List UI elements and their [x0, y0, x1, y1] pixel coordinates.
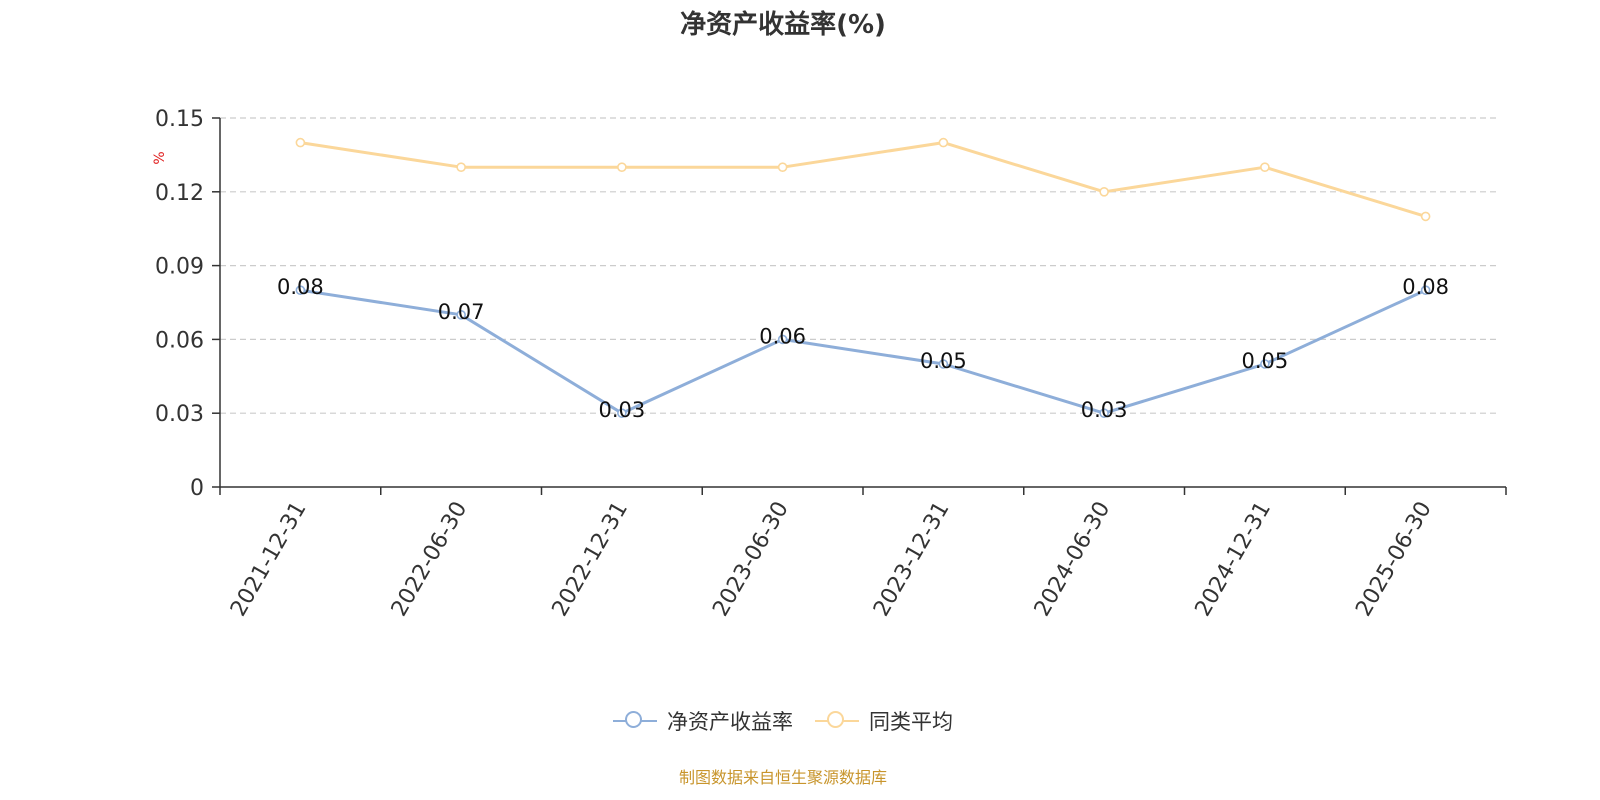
data-point	[1260, 359, 1270, 369]
series	[295, 137, 1431, 419]
legend-line-marker-icon	[613, 709, 657, 733]
x-tick-label: 2023-06-30	[708, 498, 794, 621]
y-tick-label: 0.15	[155, 107, 204, 132]
x-tick-label: 2023-12-31	[869, 498, 955, 621]
data-point	[456, 309, 466, 320]
data-point	[617, 162, 627, 172]
data-point	[1260, 162, 1270, 172]
x-tick-label: 2022-06-30	[387, 498, 473, 621]
data-label: 0.05	[920, 349, 967, 373]
x-tick-label: 2021-12-31	[226, 498, 312, 621]
data-point	[938, 137, 949, 148]
data-label: 0.06	[759, 324, 806, 348]
data-label: 0.08	[277, 275, 324, 299]
data-point	[617, 408, 627, 419]
data-point	[456, 162, 466, 172]
legend-item-roe[interactable]: 净资产收益率	[613, 706, 793, 736]
data-label: 0.05	[1241, 349, 1288, 373]
chart-title: 净资产收益率(%)	[680, 10, 886, 40]
legend-item-peer-average[interactable]: 同类平均	[815, 706, 953, 736]
grid-lines	[220, 117, 1498, 414]
y-tick-label: 0.06	[155, 328, 204, 353]
series-line	[300, 288, 1427, 415]
data-label: 0.07	[438, 300, 485, 324]
y-tick-label: 0	[190, 476, 204, 501]
data-label: 0.03	[598, 398, 645, 422]
x-tick-label: 2024-12-31	[1190, 498, 1276, 621]
data-point	[777, 162, 788, 172]
data-label: 0.03	[1081, 398, 1128, 422]
series-line	[300, 141, 1427, 218]
data-point	[1099, 408, 1109, 419]
y-tick-label: 0.12	[155, 181, 204, 206]
legend-label-peer-average: 同类平均	[869, 710, 953, 734]
x-tick-label: 2024-06-30	[1030, 498, 1116, 621]
data-label: 0.08	[1402, 275, 1449, 299]
data-point	[295, 137, 306, 148]
data-point	[1420, 285, 1431, 296]
data-point	[777, 334, 788, 345]
legend-line-marker-icon	[815, 709, 859, 733]
data-point	[1099, 187, 1109, 197]
axes: 0 0.03 0.06 0.09 0.12 0.15% 2021-12-31 2022-06-…	[152, 107, 1507, 621]
legend: 净资产收益率 同类平均	[0, 706, 1566, 736]
y-tick-label: 0.03	[155, 402, 204, 427]
x-tick-label: 2022-12-31	[547, 498, 633, 621]
data-point	[1420, 211, 1431, 222]
y-tick-label: 0.09	[155, 255, 204, 280]
data-point	[938, 359, 949, 369]
data-labels: 0.08 0.07 0.03 0.06 0.05 0.03 0.05 0.08	[277, 275, 1449, 422]
x-tick-label: 2025-06-30	[1351, 498, 1437, 621]
source-note: 制图数据来自恒生聚源数据库	[678, 768, 887, 787]
legend-label-roe: 净资产收益率	[667, 710, 793, 734]
y-axis-label: %	[152, 151, 168, 164]
data-point	[295, 285, 306, 296]
